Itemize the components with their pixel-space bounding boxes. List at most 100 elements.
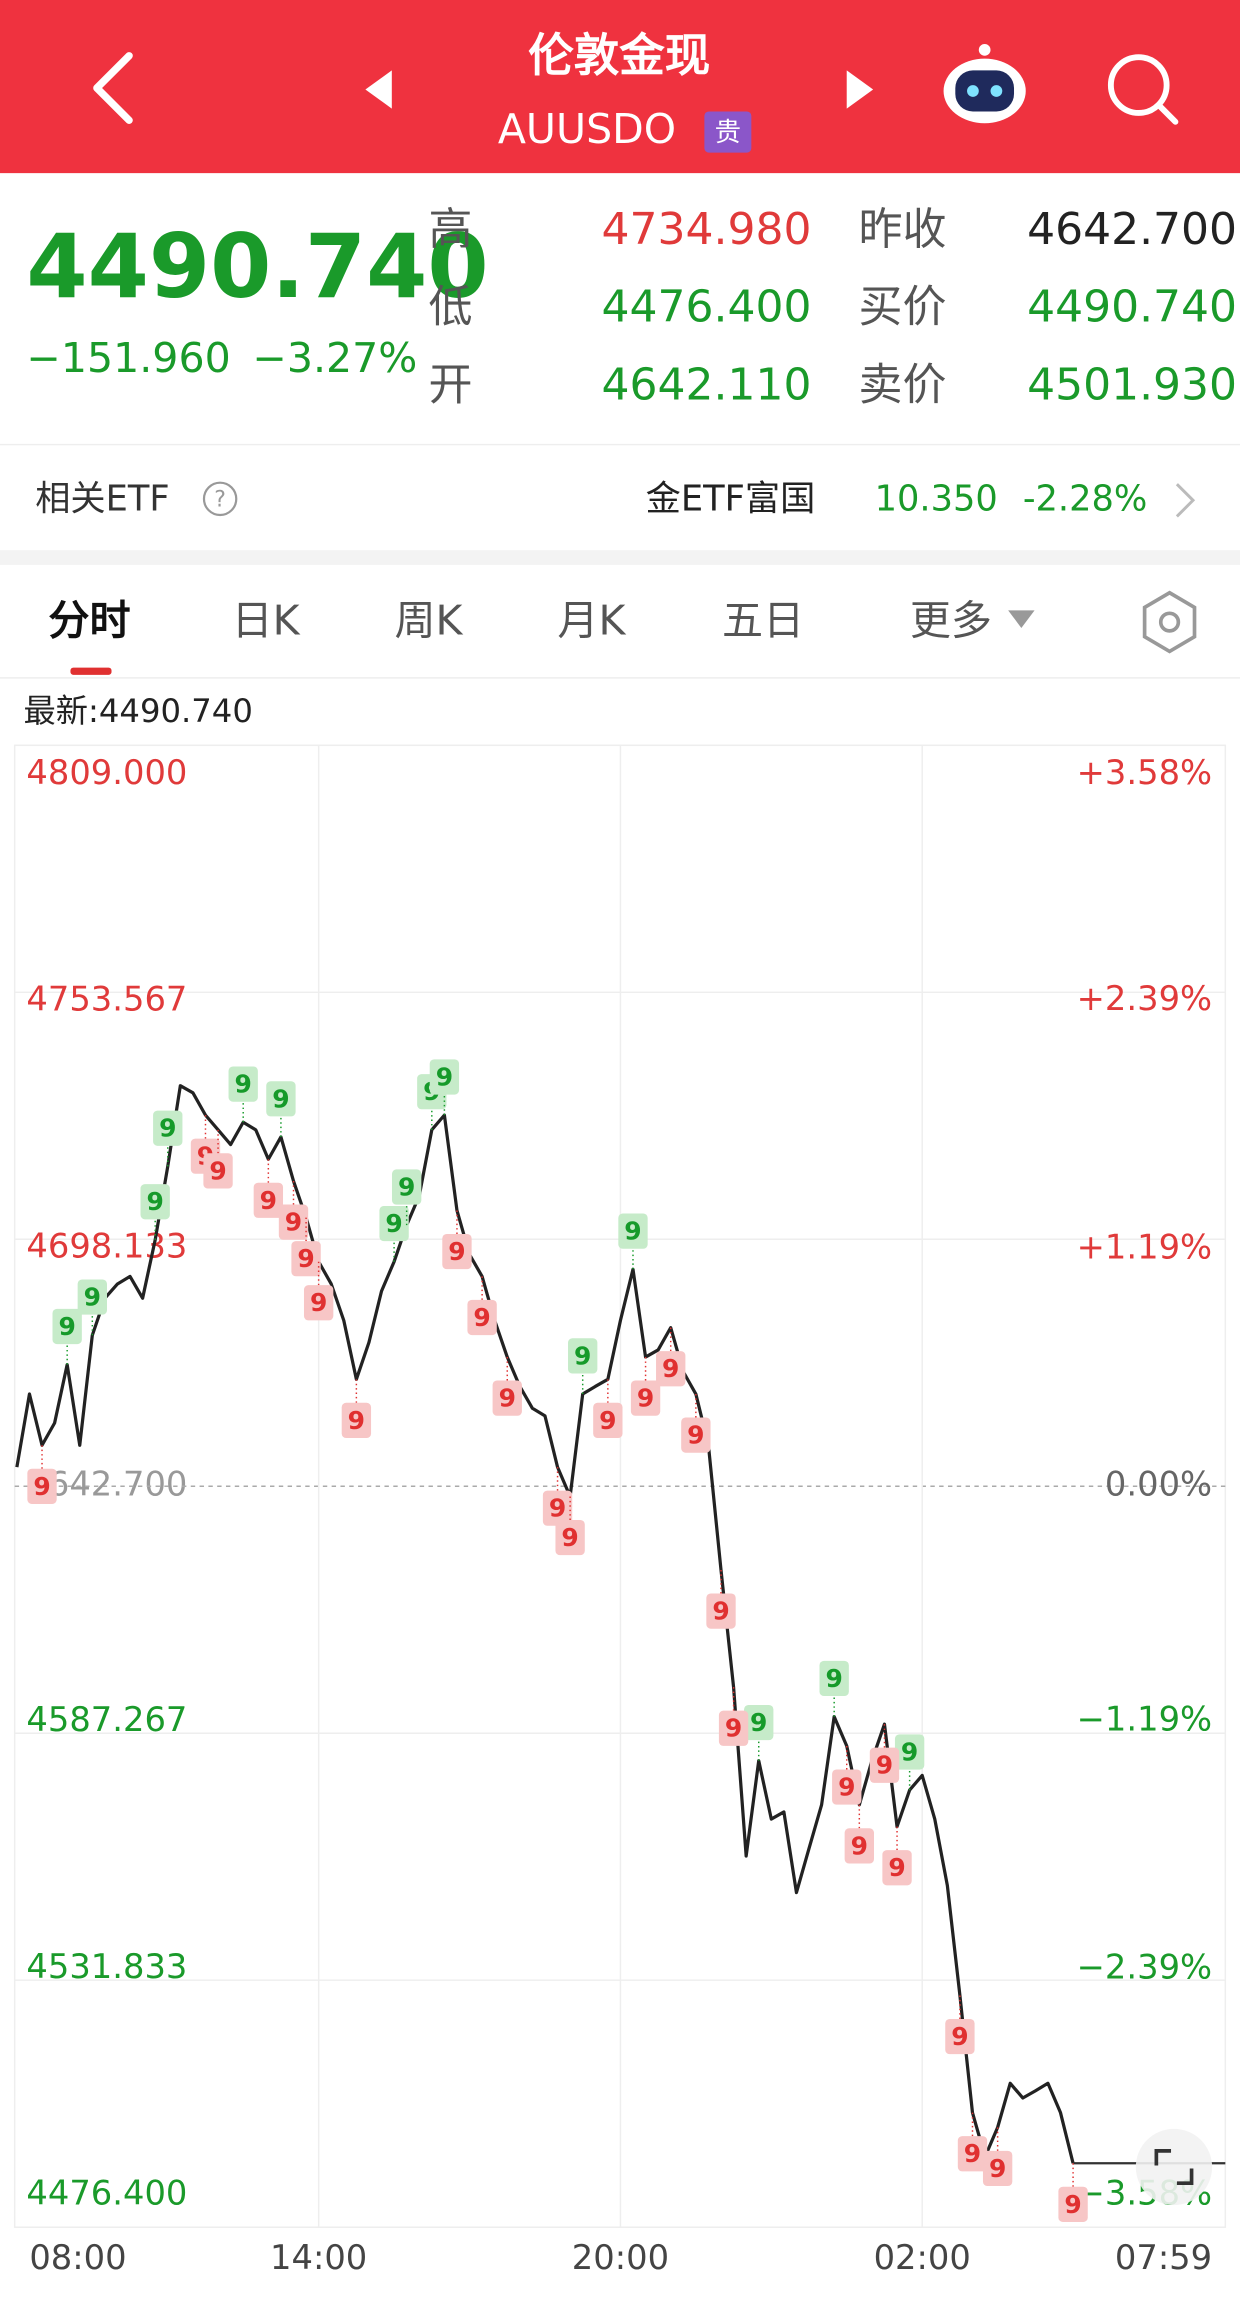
marker-badge xyxy=(718,1710,749,1746)
marker-label: 9 xyxy=(876,1751,893,1780)
marker-label: 9 xyxy=(58,1312,75,1341)
quote-value: 4642.700 xyxy=(1027,204,1237,255)
y-tick-label: 4476.400 xyxy=(26,2173,187,2212)
chart: 4809.0004753.5674698.1334642.7004587.267… xyxy=(14,744,1226,2277)
badge: 贵 xyxy=(715,117,741,148)
x-tick-label: 08:00 xyxy=(29,2238,126,2277)
marker-badge xyxy=(1058,2186,1088,2222)
etf-name[interactable]: 金ETF富国 xyxy=(646,478,816,519)
marker-label: 9 xyxy=(285,1208,302,1237)
marker-badge xyxy=(894,1734,925,1770)
marker-badge xyxy=(467,1299,497,1336)
marker-badge xyxy=(77,1279,107,1315)
y-tick-label: 4753.567 xyxy=(26,980,187,1019)
marker-badge xyxy=(656,1351,686,1387)
quote-label: 卖价 xyxy=(858,359,946,410)
tab[interactable]: 五日 xyxy=(722,597,804,645)
marker-badge xyxy=(341,1402,372,1439)
marker-label: 9 xyxy=(825,1664,842,1693)
marker-badge xyxy=(957,2136,988,2172)
quote-value: 4476.400 xyxy=(602,282,812,333)
marker-label: 9 xyxy=(272,1084,289,1113)
prev-button[interactable] xyxy=(365,70,392,109)
tab[interactable]: 月K xyxy=(557,597,626,645)
marker-label: 9 xyxy=(159,1114,176,1143)
marker-label: 9 xyxy=(851,1831,868,1860)
marker-label: 9 xyxy=(888,1853,905,1882)
tab[interactable]: 更多 xyxy=(910,597,992,645)
marker-label: 9 xyxy=(561,1523,578,1552)
marker-badge xyxy=(542,1490,573,1526)
marker-label: 9 xyxy=(662,1354,679,1383)
band xyxy=(0,550,1240,565)
marker-label: 9 xyxy=(33,1472,50,1501)
settings-dot xyxy=(1158,611,1181,633)
marker-badge xyxy=(618,1213,648,1249)
y2-tick-label: +1.19% xyxy=(1077,1227,1212,1266)
tab[interactable]: 周K xyxy=(394,597,463,645)
marker-badge xyxy=(140,1184,170,1220)
back-button[interactable] xyxy=(93,52,133,124)
x-tick-label: 14:00 xyxy=(270,2238,367,2277)
settings-icon[interactable] xyxy=(1142,590,1197,654)
marker-label: 9 xyxy=(209,1156,226,1185)
marker-badge xyxy=(744,1704,774,1741)
marker-badge xyxy=(391,1169,422,1205)
next-button[interactable] xyxy=(846,70,874,109)
marker-badge xyxy=(492,1380,522,1416)
marker-badge xyxy=(555,1519,585,1556)
marker-badge xyxy=(253,1182,284,1218)
robot-icon[interactable] xyxy=(943,44,1026,124)
marker-label: 9 xyxy=(951,2022,968,2051)
marker-label: 9 xyxy=(436,1062,453,1091)
marker-label: 9 xyxy=(147,1187,164,1216)
y2-tick-label: 0.00% xyxy=(1105,1465,1212,1504)
y-tick-label: 4809.000 xyxy=(26,753,187,792)
search-circle xyxy=(1107,54,1170,116)
title: 伦敦金现 xyxy=(528,29,710,82)
marker-label: 9 xyxy=(448,1237,465,1266)
robot-eye xyxy=(990,85,1003,97)
marker-label: 9 xyxy=(901,1737,918,1766)
code: AUUSDO xyxy=(498,105,676,153)
quote-value: 4642.110 xyxy=(602,359,812,410)
price: 4490.740 xyxy=(26,215,488,318)
marker-label: 9 xyxy=(348,1406,365,1435)
marker-badge xyxy=(982,2150,1013,2187)
y2-tick-label: −2.39% xyxy=(1077,1948,1212,1987)
quote-label: 开 xyxy=(428,359,472,410)
tab-underline xyxy=(70,667,112,675)
etf-change: -2.28% xyxy=(1023,478,1148,519)
tab[interactable]: 日K xyxy=(232,597,301,645)
y-tick-label: 4587.267 xyxy=(26,1700,187,1739)
tab[interactable]: 分时 xyxy=(48,597,130,645)
marker-badge xyxy=(844,1828,874,1864)
price-line xyxy=(15,1084,1075,2164)
search-icon[interactable] xyxy=(1107,54,1179,125)
robot-antenna xyxy=(978,44,991,56)
marker-label: 9 xyxy=(84,1283,101,1312)
marker-label: 9 xyxy=(838,1773,855,1802)
marker-label: 9 xyxy=(750,1708,767,1737)
marker-badge xyxy=(153,1110,183,1146)
marker-badge xyxy=(27,1468,57,1504)
marker-badge xyxy=(832,1769,862,1805)
change-pct: −3.27% xyxy=(252,334,417,382)
quote-label: 买价 xyxy=(858,282,946,333)
marker-badge xyxy=(869,1747,900,1783)
help-icon[interactable] xyxy=(202,481,238,517)
x-tick-label: 07:59 xyxy=(1115,2238,1212,2277)
marker-badge xyxy=(568,1338,598,1374)
marker-badge xyxy=(706,1593,736,1629)
expand-button[interactable] xyxy=(1135,2128,1213,2206)
marker-label: 9 xyxy=(599,1406,616,1435)
marker-label: 9 xyxy=(473,1303,490,1332)
quote-value: 4490.740 xyxy=(1027,282,1237,333)
marker-label: 9 xyxy=(398,1172,415,1201)
marker-label: 9 xyxy=(297,1244,314,1273)
marker-badge xyxy=(819,1660,849,1697)
marker-badge xyxy=(228,1066,258,1102)
marker-badge xyxy=(266,1081,296,1117)
